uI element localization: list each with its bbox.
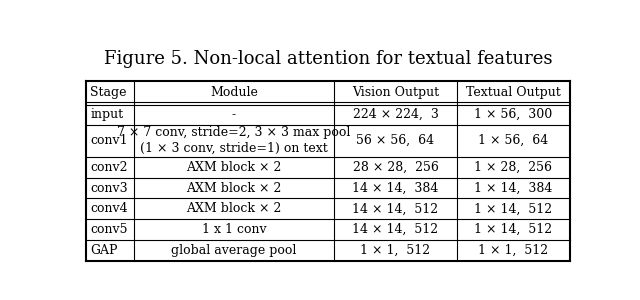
Text: Vision Output: Vision Output (352, 86, 439, 99)
Text: conv1: conv1 (90, 134, 128, 147)
Text: 14 × 14,  384: 14 × 14, 384 (352, 182, 438, 195)
Text: conv5: conv5 (90, 223, 127, 236)
Text: 1 × 56,  300: 1 × 56, 300 (474, 108, 552, 121)
Text: AXM block × 2: AXM block × 2 (186, 182, 282, 195)
Text: GAP: GAP (90, 244, 118, 257)
Text: Stage: Stage (90, 86, 127, 99)
Text: Module: Module (210, 86, 258, 99)
Text: -: - (232, 108, 236, 121)
Text: AXM block × 2: AXM block × 2 (186, 202, 282, 215)
Text: 1 × 28,  256: 1 × 28, 256 (474, 161, 552, 174)
Text: 1 × 14,  512: 1 × 14, 512 (474, 202, 552, 215)
Text: 1 × 1,  512: 1 × 1, 512 (360, 244, 431, 257)
Text: 1 x 1 conv: 1 x 1 conv (202, 223, 266, 236)
Text: 7 × 7 conv, stride=2, 3 × 3 max pool
(1 × 3 conv, stride=1) on text: 7 × 7 conv, stride=2, 3 × 3 max pool (1 … (117, 127, 351, 155)
Text: 14 × 14,  512: 14 × 14, 512 (353, 202, 438, 215)
Text: global average pool: global average pool (172, 244, 296, 257)
Text: 28 × 28,  256: 28 × 28, 256 (353, 161, 438, 174)
Text: 1 × 14,  512: 1 × 14, 512 (474, 223, 552, 236)
Text: 56 × 56,  64: 56 × 56, 64 (356, 134, 435, 147)
Text: 1 × 14,  384: 1 × 14, 384 (474, 182, 552, 195)
Text: 1 × 56,  64: 1 × 56, 64 (478, 134, 548, 147)
Text: conv4: conv4 (90, 202, 128, 215)
Text: 1 × 1,  512: 1 × 1, 512 (478, 244, 548, 257)
Text: conv3: conv3 (90, 182, 128, 195)
Text: Figure 5. Non-local attention for textual features: Figure 5. Non-local attention for textua… (104, 50, 552, 68)
Text: 224 × 224,  3: 224 × 224, 3 (353, 108, 438, 121)
Text: AXM block × 2: AXM block × 2 (186, 161, 282, 174)
Text: 14 × 14,  512: 14 × 14, 512 (353, 223, 438, 236)
Text: conv2: conv2 (90, 161, 127, 174)
Text: input: input (90, 108, 123, 121)
Text: Textual Output: Textual Output (466, 86, 561, 99)
